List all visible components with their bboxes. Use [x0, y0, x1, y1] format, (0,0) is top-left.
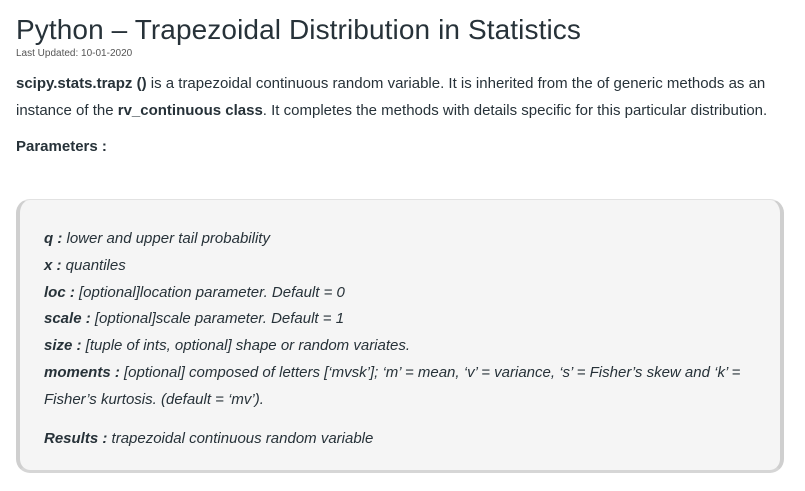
param-desc: [tuple of ints, optional] shape or rando…: [81, 337, 411, 355]
param-size: size : [tuple of ints, optional] shape o…: [44, 333, 754, 360]
page-title: Python – Trapezoidal Distribution in Sta…: [16, 14, 581, 45]
results-desc: trapezoidal continuous random variable: [107, 429, 374, 447]
param-name: size :: [44, 337, 82, 355]
results-name: Results :: [44, 429, 108, 447]
intro-paragraph: scipy.stats.trapz () is a trapezoidal co…: [16, 70, 784, 124]
param-name: moments :: [44, 363, 120, 381]
parameters-heading: Parameters :: [16, 138, 107, 155]
param-scale: scale : [optional]scale parameter. Defau…: [44, 306, 754, 333]
parameters-box: q : lower and upper tail probability x :…: [16, 199, 784, 473]
param-desc: [optional]scale parameter. Default = 1: [90, 310, 345, 328]
last-updated: Last Updated: 10-01-2020: [16, 48, 133, 59]
param-x: x : quantiles: [44, 253, 754, 280]
param-loc: loc : [optional]location parameter. Defa…: [44, 280, 754, 307]
param-q: q : lower and upper tail probability: [44, 226, 754, 253]
function-name: scipy.stats.trapz (): [16, 75, 147, 92]
class-name: rv_continuous class: [117, 102, 263, 119]
param-desc: quantiles: [61, 256, 126, 274]
param-moments: moments : [optional] composed of letters…: [44, 360, 754, 414]
param-name: scale :: [44, 310, 91, 328]
param-desc: [optional] composed of letters [‘mvsk’];…: [44, 363, 741, 408]
param-name: x :: [44, 256, 62, 274]
param-desc: [optional]location parameter. Default = …: [74, 283, 345, 301]
intro-text-2: . It completes the methods with details …: [262, 102, 768, 119]
param-name: q :: [44, 230, 63, 247]
param-desc: lower and upper tail probability: [62, 230, 270, 247]
intro-text-1: is a trapezoidal continuous random varia…: [16, 75, 766, 119]
param-name: loc :: [44, 283, 75, 301]
results-line: Results : trapezoidal continuous random …: [44, 426, 754, 453]
article: Python – Trapezoidal Distribution in Sta…: [16, 10, 784, 159]
